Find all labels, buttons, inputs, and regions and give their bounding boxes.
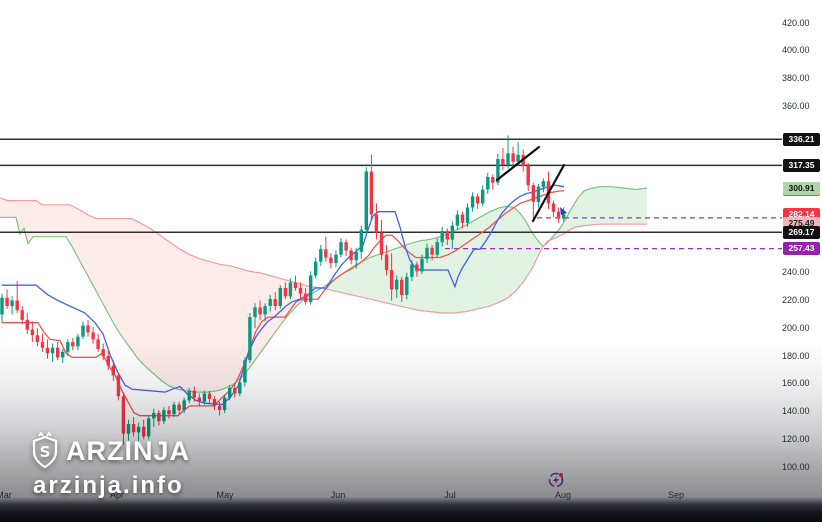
brand-site-url: arzinja.info xyxy=(33,472,184,499)
price-tick-400: 400.00 xyxy=(782,45,810,56)
price-tick-240: 240.00 xyxy=(782,267,810,278)
price-scale-axis[interactable]: 420.00 400.00 380.00 360.00 240.00 220.00 200.… xyxy=(782,0,822,522)
price-label-269.17[interactable]: 269.17 xyxy=(783,225,820,239)
price-tick-100: 100.00 xyxy=(782,461,810,472)
price-tick-360: 360.00 xyxy=(782,100,810,111)
price-label-300.91[interactable]: 300.91 xyxy=(783,181,820,195)
price-tick-380: 380.00 xyxy=(782,73,810,83)
month-label-aug: Aug xyxy=(554,490,572,500)
price-tick-140: 140.00 xyxy=(782,406,810,416)
price-tick-420: 420.00 xyxy=(782,17,810,28)
price-label-257.43[interactable]: 257.43 xyxy=(783,242,820,256)
trend-line-2[interactable] xyxy=(531,163,566,223)
price-label-336.21[interactable]: 336.21 xyxy=(783,132,820,146)
price-tick-200: 200.00 xyxy=(782,322,810,333)
month-label-mar: Mar xyxy=(0,490,12,500)
trend-line-1[interactable] xyxy=(495,145,541,182)
price-tick-180: 180.00 xyxy=(782,350,810,361)
watermark: S ARZINJA arzinja.info xyxy=(30,432,190,500)
price-tick-160: 160.00 xyxy=(782,378,810,389)
brand-name: ARZINJA xyxy=(66,435,191,466)
blue-arrow-marker[interactable] xyxy=(560,207,567,215)
month-label-jul: Jul xyxy=(444,490,456,500)
month-label-jun: Jun xyxy=(330,490,346,500)
senkou-b-line xyxy=(0,197,647,314)
svg-text:S: S xyxy=(40,443,51,461)
price-tick-220: 220.00 xyxy=(782,295,810,305)
shield-logo-icon: S xyxy=(32,432,58,469)
price-label-317.35[interactable]: 317.35 xyxy=(783,158,820,172)
price-tick-120: 120.00 xyxy=(782,433,810,444)
month-label-may: May xyxy=(216,490,234,500)
lightning-event-icon[interactable] xyxy=(548,472,564,488)
month-label-sep: Sep xyxy=(667,490,685,500)
